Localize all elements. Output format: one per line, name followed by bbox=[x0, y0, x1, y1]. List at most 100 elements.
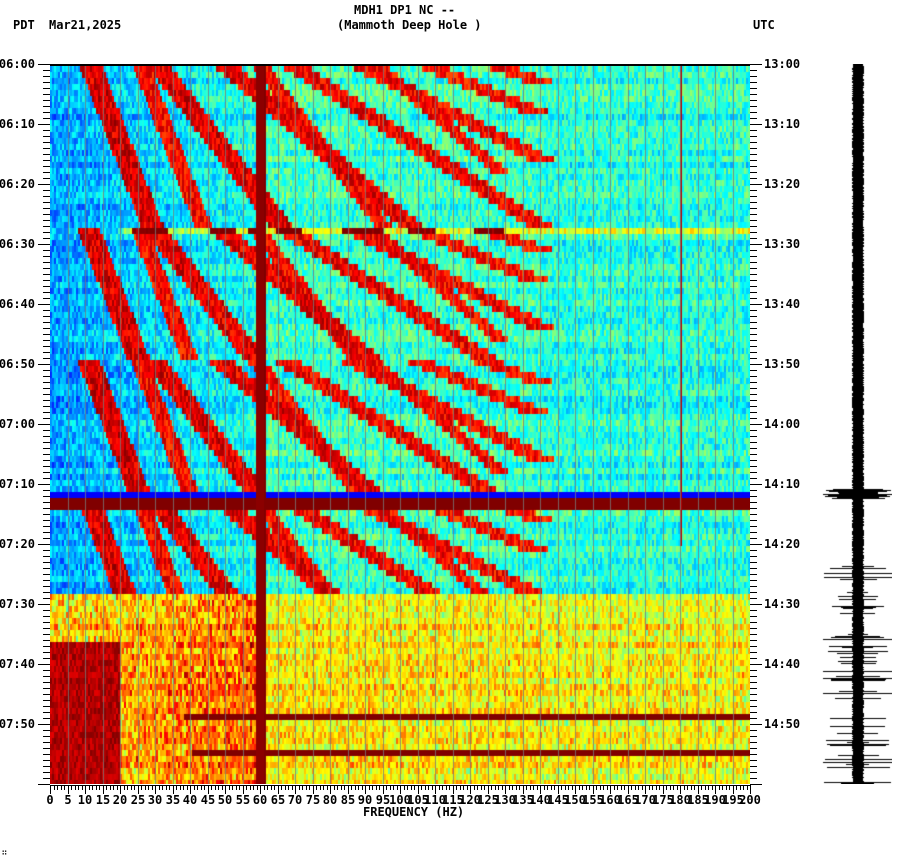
x-tick-mark bbox=[313, 785, 314, 794]
y-tick-mark bbox=[43, 772, 50, 773]
x-tick-mark bbox=[621, 785, 622, 790]
x-tick-mark bbox=[670, 785, 671, 790]
y-tick-mark bbox=[750, 496, 757, 497]
y-tick-mark bbox=[43, 658, 50, 659]
x-tick-mark bbox=[334, 785, 335, 790]
x-tick-mark bbox=[351, 785, 352, 790]
x-tick-label: 85 bbox=[340, 793, 356, 807]
x-tick-mark bbox=[442, 785, 443, 790]
x-tick-mark bbox=[593, 785, 594, 794]
y-tick-mark bbox=[43, 634, 50, 635]
y-tick-mark bbox=[43, 688, 50, 689]
x-tick-mark bbox=[271, 785, 272, 790]
x-tick-label: 115 bbox=[442, 793, 464, 807]
x-tick-label: 40 bbox=[182, 793, 198, 807]
y-tick-mark bbox=[43, 550, 50, 551]
y-tick-mark bbox=[43, 502, 50, 503]
x-tick-label: 50 bbox=[217, 793, 233, 807]
x-tick-label: 190 bbox=[704, 793, 726, 807]
x-tick-mark bbox=[50, 785, 51, 794]
y-tick-mark bbox=[750, 232, 757, 233]
y-tick-mark bbox=[750, 202, 757, 203]
x-tick-mark bbox=[96, 785, 97, 790]
y-tick-mark bbox=[43, 298, 50, 299]
y-tick-mark bbox=[43, 172, 50, 173]
y-tick-mark bbox=[750, 178, 757, 179]
y-tick-mark bbox=[750, 742, 757, 743]
left-timezone-label: PDT bbox=[13, 18, 35, 32]
x-tick-mark bbox=[295, 785, 296, 794]
y-tick-mark bbox=[43, 190, 50, 191]
x-tick-mark bbox=[155, 785, 156, 794]
y-tick-mark bbox=[750, 394, 757, 395]
y-tick-mark bbox=[750, 280, 757, 281]
x-tick-mark bbox=[358, 785, 359, 790]
y-tick-mark bbox=[43, 670, 50, 671]
x-tick-mark bbox=[526, 785, 527, 790]
x-tick-mark bbox=[477, 785, 478, 790]
y-tick-mark bbox=[43, 766, 50, 767]
y-tick-mark bbox=[750, 610, 757, 611]
x-tick-mark bbox=[299, 785, 300, 790]
y-tick-label-left: 07:30 bbox=[0, 597, 35, 611]
x-tick-mark bbox=[106, 785, 107, 790]
y-tick-mark bbox=[43, 238, 50, 239]
x-tick-mark bbox=[575, 785, 576, 794]
y-tick-mark bbox=[38, 544, 50, 545]
x-tick-mark bbox=[201, 785, 202, 790]
y-tick-mark bbox=[43, 466, 50, 467]
y-tick-mark bbox=[750, 604, 762, 605]
y-tick-mark bbox=[43, 760, 50, 761]
x-tick-mark bbox=[460, 785, 461, 790]
y-tick-mark bbox=[43, 754, 50, 755]
x-tick-mark bbox=[719, 785, 720, 790]
x-tick-mark bbox=[148, 785, 149, 790]
x-tick-mark bbox=[498, 785, 499, 790]
y-tick-mark bbox=[38, 124, 50, 125]
x-tick-mark bbox=[187, 785, 188, 790]
x-tick-mark bbox=[596, 785, 597, 790]
x-tick-mark bbox=[708, 785, 709, 790]
x-tick-mark bbox=[414, 785, 415, 790]
x-tick-mark bbox=[456, 785, 457, 790]
y-tick-mark bbox=[38, 364, 50, 365]
y-tick-mark bbox=[43, 166, 50, 167]
y-tick-mark bbox=[750, 472, 757, 473]
y-tick-mark bbox=[43, 472, 50, 473]
y-tick-mark bbox=[43, 622, 50, 623]
y-tick-mark bbox=[43, 388, 50, 389]
x-tick-mark bbox=[162, 785, 163, 790]
y-tick-mark bbox=[43, 316, 50, 317]
x-tick-label: 15 bbox=[95, 793, 111, 807]
x-tick-label: 180 bbox=[669, 793, 691, 807]
y-tick-mark bbox=[38, 244, 50, 245]
y-tick-mark bbox=[750, 616, 757, 617]
y-tick-label-left: 07:10 bbox=[0, 477, 35, 491]
y-tick-mark bbox=[43, 322, 50, 323]
y-tick-mark bbox=[750, 118, 757, 119]
y-tick-mark bbox=[43, 418, 50, 419]
x-tick-label: 150 bbox=[564, 793, 586, 807]
y-tick-mark bbox=[43, 478, 50, 479]
x-tick-mark bbox=[92, 785, 93, 790]
y-tick-mark bbox=[43, 358, 50, 359]
x-tick-mark bbox=[194, 785, 195, 790]
y-tick-mark bbox=[43, 286, 50, 287]
y-tick-mark bbox=[43, 88, 50, 89]
y-tick-mark bbox=[750, 244, 762, 245]
x-tick-mark bbox=[85, 785, 86, 794]
x-tick-mark bbox=[138, 785, 139, 794]
y-tick-mark bbox=[43, 178, 50, 179]
x-tick-label: 75 bbox=[305, 793, 321, 807]
x-tick-label: 65 bbox=[270, 793, 286, 807]
x-tick-mark bbox=[260, 785, 261, 794]
y-tick-mark bbox=[43, 628, 50, 629]
y-tick-mark bbox=[43, 448, 50, 449]
y-tick-mark bbox=[43, 208, 50, 209]
x-tick-label: 195 bbox=[722, 793, 744, 807]
y-tick-mark bbox=[750, 748, 757, 749]
y-tick-mark bbox=[750, 730, 757, 731]
y-tick-mark bbox=[750, 382, 757, 383]
x-tick-mark bbox=[183, 785, 184, 790]
x-tick-mark bbox=[323, 785, 324, 790]
